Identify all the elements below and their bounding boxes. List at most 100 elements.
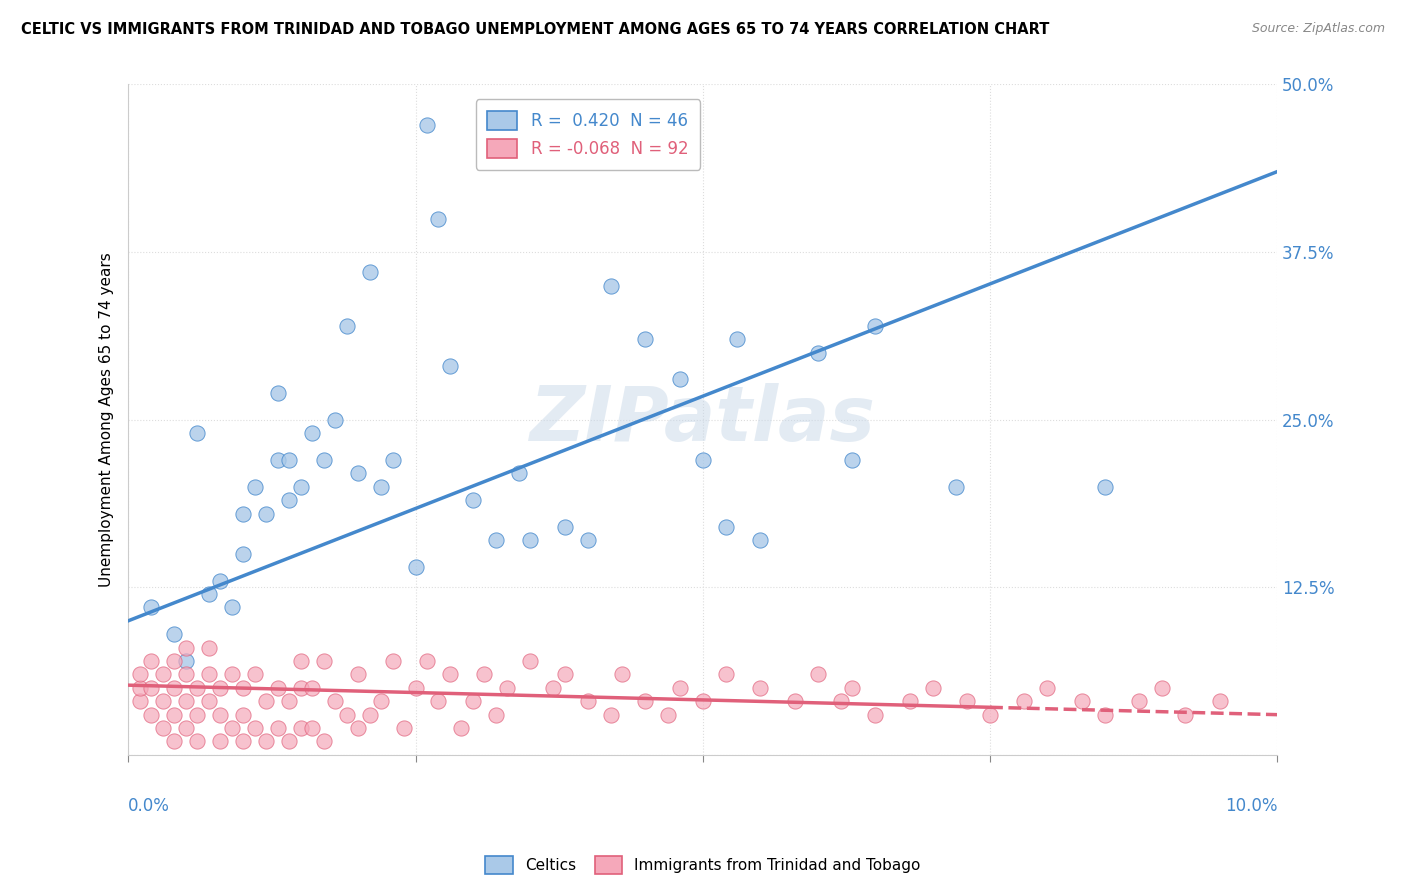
Point <box>1174 707 1197 722</box>
Point <box>128 694 150 708</box>
Point <box>290 681 312 695</box>
Point <box>657 707 679 722</box>
Point <box>232 681 254 695</box>
Point <box>956 694 979 708</box>
Point <box>243 480 266 494</box>
Text: 10.0%: 10.0% <box>1225 797 1277 814</box>
Point <box>278 694 301 708</box>
Point <box>714 520 737 534</box>
Point <box>243 667 266 681</box>
Point <box>1209 694 1232 708</box>
Point <box>163 627 186 641</box>
Point <box>692 694 714 708</box>
Point <box>668 372 690 386</box>
Point <box>232 707 254 722</box>
Point <box>841 453 863 467</box>
Point <box>668 681 690 695</box>
Point <box>807 667 830 681</box>
Point <box>312 734 335 748</box>
Point <box>347 721 370 735</box>
Point <box>335 318 357 333</box>
Point <box>174 667 197 681</box>
Point <box>381 654 404 668</box>
Point <box>163 734 186 748</box>
Point <box>290 721 312 735</box>
Point <box>141 707 163 722</box>
Point <box>725 332 748 346</box>
Point <box>301 721 323 735</box>
Point <box>301 681 323 695</box>
Point <box>474 667 496 681</box>
Point <box>266 385 288 400</box>
Text: ZIPatlas: ZIPatlas <box>530 383 876 457</box>
Point <box>209 707 232 722</box>
Point <box>439 667 461 681</box>
Point <box>232 547 254 561</box>
Point <box>254 507 277 521</box>
Point <box>543 681 565 695</box>
Point <box>692 453 714 467</box>
Point <box>554 667 576 681</box>
Point <box>221 721 243 735</box>
Point <box>221 600 243 615</box>
Point <box>634 332 657 346</box>
Point <box>163 654 186 668</box>
Point <box>863 707 886 722</box>
Point <box>209 681 232 695</box>
Point <box>312 654 335 668</box>
Point <box>439 359 461 373</box>
Point <box>945 480 967 494</box>
Text: CELTIC VS IMMIGRANTS FROM TRINIDAD AND TOBAGO UNEMPLOYMENT AMONG AGES 65 TO 74 Y: CELTIC VS IMMIGRANTS FROM TRINIDAD AND T… <box>21 22 1049 37</box>
Point <box>427 211 450 226</box>
Point <box>186 707 208 722</box>
Point <box>599 278 621 293</box>
Point <box>612 667 634 681</box>
Point <box>335 707 357 722</box>
Point <box>554 520 576 534</box>
Point <box>416 654 439 668</box>
Point <box>508 467 530 481</box>
Point <box>405 560 427 574</box>
Point <box>359 265 381 279</box>
Point <box>979 707 1001 722</box>
Point <box>174 694 197 708</box>
Point <box>266 681 288 695</box>
Point <box>405 681 427 695</box>
Point <box>174 721 197 735</box>
Point <box>278 493 301 508</box>
Point <box>243 721 266 735</box>
Point <box>174 640 197 655</box>
Point <box>634 694 657 708</box>
Point <box>830 694 852 708</box>
Point <box>232 734 254 748</box>
Point <box>863 318 886 333</box>
Point <box>209 734 232 748</box>
Point <box>141 600 163 615</box>
Point <box>599 707 621 722</box>
Point <box>921 681 943 695</box>
Point <box>370 480 392 494</box>
Point <box>197 694 219 708</box>
Point <box>519 654 541 668</box>
Point <box>301 426 323 441</box>
Point <box>1094 480 1116 494</box>
Point <box>576 694 599 708</box>
Point <box>197 587 219 601</box>
Text: Source: ZipAtlas.com: Source: ZipAtlas.com <box>1251 22 1385 36</box>
Point <box>416 118 439 132</box>
Point <box>128 667 150 681</box>
Point <box>141 681 163 695</box>
Point <box>323 694 346 708</box>
Point <box>290 480 312 494</box>
Point <box>898 694 921 708</box>
Point <box>290 654 312 668</box>
Point <box>485 707 508 722</box>
Point <box>370 694 392 708</box>
Point <box>1014 694 1036 708</box>
Point <box>232 507 254 521</box>
Point <box>496 681 519 695</box>
Point <box>152 694 174 708</box>
Point <box>186 681 208 695</box>
Point <box>163 681 186 695</box>
Point <box>1094 707 1116 722</box>
